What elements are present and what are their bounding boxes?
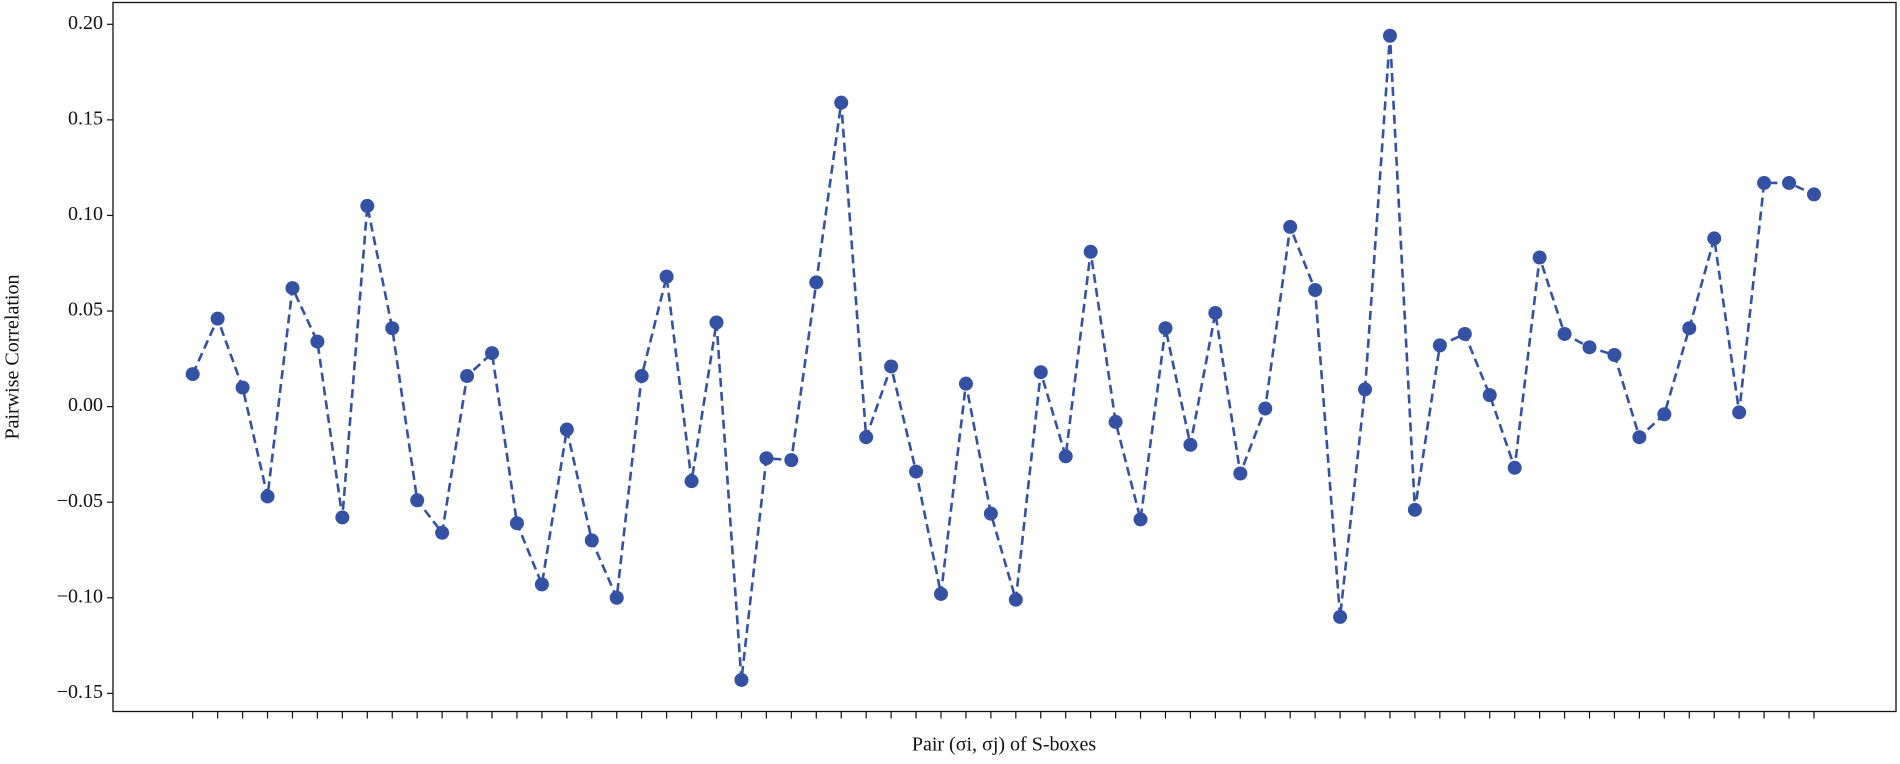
data-point: [1457, 326, 1472, 341]
data-point: [460, 369, 475, 384]
data-point: [634, 369, 649, 384]
data-point: [559, 422, 574, 437]
data-point: [485, 346, 500, 361]
data-point: [909, 464, 924, 479]
data-point: [659, 269, 674, 284]
data-point: [709, 315, 724, 330]
data-point: [1158, 321, 1173, 336]
data-point: [1607, 347, 1622, 362]
y-axis-label: Pairwise Correlation: [2, 275, 24, 440]
y-tick-label: 0.10: [68, 203, 103, 225]
data-point: [884, 359, 899, 374]
data-point: [1532, 250, 1547, 265]
data-point: [1657, 407, 1672, 422]
data-point: [1432, 338, 1447, 353]
y-tick-label: 0.00: [68, 394, 103, 416]
data-point: [1083, 244, 1098, 259]
data-point: [410, 493, 425, 508]
data-point: [385, 321, 400, 336]
data-point: [1208, 305, 1223, 320]
data-point: [1582, 340, 1597, 355]
data-point: [285, 281, 300, 296]
data-point: [1382, 28, 1397, 43]
y-tick-label: 0.05: [68, 299, 103, 321]
data-point: [1058, 449, 1073, 464]
data-point: [1308, 282, 1323, 297]
data-point: [310, 334, 325, 349]
data-point: [1033, 365, 1048, 380]
y-tick-label: −0.10: [57, 585, 103, 607]
data-point: [1183, 437, 1198, 452]
data-point: [1507, 460, 1522, 475]
data-point: [435, 525, 450, 540]
data-point: [260, 489, 275, 504]
plot-frame: [112, 1, 1897, 713]
data-point: [210, 311, 225, 326]
data-point: [1557, 326, 1572, 341]
data-point: [1682, 321, 1697, 336]
data-point: [185, 367, 200, 382]
data-point: [1358, 382, 1373, 397]
data-point: [1407, 502, 1422, 517]
data-point: [1233, 466, 1248, 481]
data-point: [1807, 187, 1821, 202]
data-point: [1333, 609, 1348, 624]
data-point: [1258, 401, 1273, 416]
data-point: [834, 95, 849, 110]
y-tick-label: −0.15: [57, 681, 103, 703]
data-point: [1482, 388, 1497, 403]
x-axis-label: Pair (σi, σj) of S-boxes: [912, 734, 1097, 756]
data-point: [734, 672, 749, 687]
data-point: [1707, 231, 1722, 246]
data-point: [809, 275, 824, 290]
data-point: [859, 430, 874, 445]
data-point: [1283, 219, 1298, 234]
data-point: [1782, 175, 1797, 190]
series-line: [191, 35, 1815, 681]
data-point: [684, 474, 699, 489]
data-point: [759, 451, 774, 466]
data-point: [983, 506, 998, 521]
data-point: [784, 453, 799, 468]
data-point: [360, 198, 375, 213]
data-point: [235, 380, 250, 395]
data-point: [609, 590, 624, 605]
y-tick-label: −0.05: [57, 490, 103, 512]
data-point: [584, 533, 599, 548]
data-point: [1732, 405, 1747, 420]
y-tick-label: 0.20: [68, 12, 103, 34]
data-point: [534, 577, 549, 592]
y-tick-label: 0.15: [68, 107, 103, 129]
data-point: [1108, 414, 1123, 429]
data-point: [933, 586, 948, 601]
data-point: [335, 510, 350, 525]
data-point: [1008, 592, 1023, 607]
data-point: [958, 376, 973, 391]
data-point: [1757, 175, 1772, 190]
data-point: [1133, 512, 1148, 527]
data-point: [509, 516, 524, 531]
data-point: [1632, 430, 1647, 445]
